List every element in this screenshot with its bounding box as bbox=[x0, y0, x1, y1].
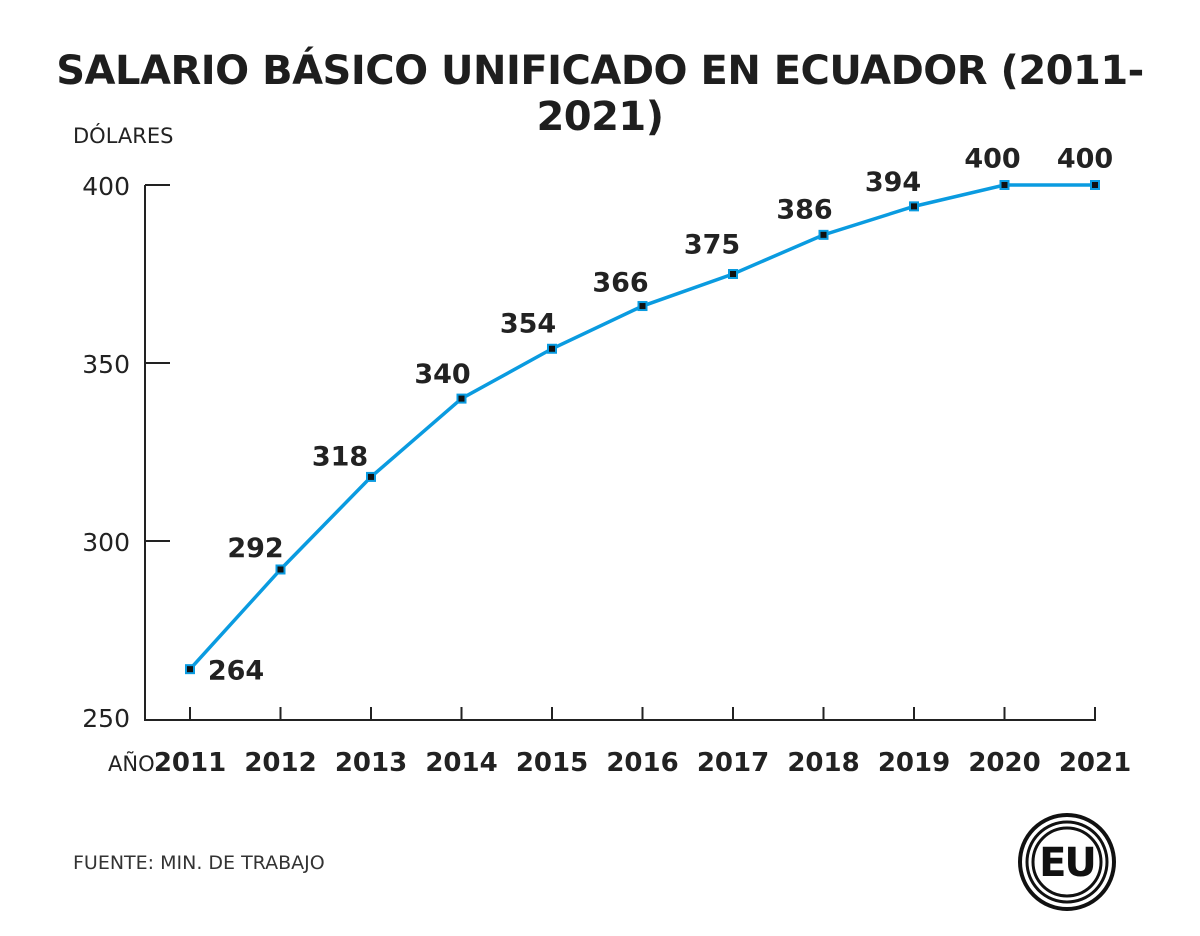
svg-text:EU: EU bbox=[1039, 840, 1095, 886]
line-chart: DÓLARES AÑO 250 300 350 400 2011 2012 2013 2014… bbox=[73, 123, 1131, 778]
data-point bbox=[1090, 180, 1100, 190]
data-label: 264 bbox=[208, 656, 264, 687]
x-tick-label: 2011 bbox=[154, 748, 226, 778]
data-point bbox=[456, 393, 467, 404]
x-tick-label: 2013 bbox=[335, 748, 407, 778]
data-label: 400 bbox=[1057, 144, 1113, 175]
series-line bbox=[188, 183, 1095, 671]
data-point bbox=[366, 471, 376, 482]
chart-title: SALARIO BÁSICO UNIFICADO EN ECUADOR (201… bbox=[56, 48, 1144, 140]
y-tick-label: 400 bbox=[82, 172, 130, 201]
x-tick-label: 2012 bbox=[244, 748, 316, 778]
data-label: 292 bbox=[227, 533, 283, 564]
data-point bbox=[728, 269, 738, 279]
x-tick-label: 2015 bbox=[516, 748, 588, 778]
data-label: 318 bbox=[312, 441, 368, 472]
data-label: 375 bbox=[684, 230, 740, 261]
data-point bbox=[547, 343, 557, 354]
x-tick-label: 2021 bbox=[1059, 748, 1131, 778]
data-label: 400 bbox=[964, 144, 1020, 175]
x-tick-label: 2019 bbox=[878, 748, 950, 778]
eu-logo: EU bbox=[1018, 813, 1116, 911]
data-point bbox=[909, 201, 919, 212]
x-tick-label: 2014 bbox=[425, 748, 497, 778]
x-axis-label: AÑO bbox=[108, 750, 155, 776]
y-tick-label: 250 bbox=[82, 704, 130, 733]
data-point bbox=[275, 564, 286, 575]
y-tick-label: 350 bbox=[82, 350, 130, 379]
y-axis-label: DÓLARES bbox=[73, 123, 173, 148]
data-point bbox=[818, 229, 829, 240]
x-tick-label: 2016 bbox=[606, 748, 678, 778]
data-point bbox=[185, 664, 195, 675]
data-label: 386 bbox=[776, 194, 832, 225]
data-label: 366 bbox=[592, 268, 648, 299]
x-tick-label: 2017 bbox=[697, 748, 769, 778]
x-tick-label: 2020 bbox=[968, 748, 1040, 778]
data-label: 394 bbox=[865, 167, 921, 198]
data-point bbox=[999, 180, 1010, 190]
data-label: 354 bbox=[500, 308, 556, 339]
data-label: 340 bbox=[414, 359, 470, 390]
y-tick-label: 300 bbox=[82, 528, 130, 557]
data-point bbox=[637, 301, 648, 312]
source-note: FUENTE: MIN. DE TRABAJO bbox=[73, 852, 325, 874]
x-tick-label: 2018 bbox=[787, 748, 859, 778]
